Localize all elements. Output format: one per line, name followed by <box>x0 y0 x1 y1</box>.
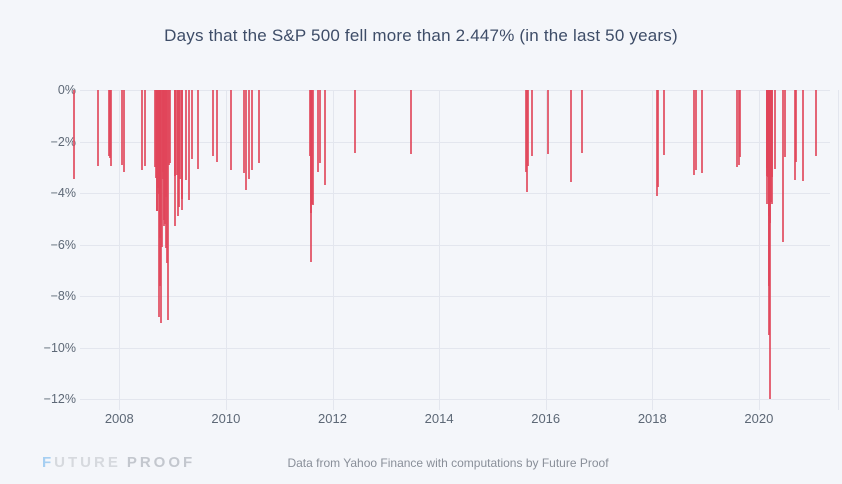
bar <box>353 90 356 154</box>
bar <box>781 90 784 242</box>
bar <box>196 90 199 169</box>
bar <box>187 90 190 201</box>
future-proof-logo: FUTURE PROOF <box>42 454 195 471</box>
logo-text-uture: UTURE <box>54 454 121 471</box>
bar <box>692 90 695 175</box>
bar <box>318 90 321 164</box>
bar <box>774 90 777 170</box>
bar <box>815 90 817 157</box>
h-gridline <box>80 90 830 91</box>
bar <box>174 90 177 226</box>
bar <box>656 90 659 187</box>
bar <box>694 90 697 170</box>
chart-title: Days that the S&P 500 fell more than 2.4… <box>164 26 678 45</box>
bar <box>179 90 182 180</box>
bar <box>310 90 313 204</box>
x-tick-label: 2014 <box>424 411 454 426</box>
v-gridline <box>225 90 227 410</box>
source-caption: Data from Yahoo Finance with computation… <box>287 456 609 470</box>
v-gridline <box>545 90 547 410</box>
bar <box>783 90 786 157</box>
bar <box>769 90 771 399</box>
y-tick-label: −10% <box>43 340 76 355</box>
y-tick-label: −2% <box>50 134 76 149</box>
y-tick-label: −6% <box>50 237 76 252</box>
bar <box>215 90 218 163</box>
x-tick-label: 2012 <box>318 411 347 426</box>
bar <box>700 90 703 174</box>
bar <box>801 90 804 181</box>
bar <box>165 90 168 263</box>
bar <box>157 90 160 317</box>
logo-letter-f: F <box>42 454 55 471</box>
bar <box>97 90 100 167</box>
y-tick-label: −4% <box>50 186 76 200</box>
v-gridline <box>439 90 441 410</box>
x-tick-label: 2008 <box>104 411 134 426</box>
bar <box>570 90 573 183</box>
bar <box>167 90 170 320</box>
bar <box>794 90 797 162</box>
bar <box>257 90 260 163</box>
bar <box>123 90 126 173</box>
bar <box>184 90 187 180</box>
bar <box>311 90 314 205</box>
bar <box>141 90 144 170</box>
v-gridline <box>332 90 334 410</box>
bar <box>738 90 741 157</box>
bar <box>409 90 412 155</box>
bar <box>211 90 214 157</box>
bar <box>120 90 123 165</box>
y-tick-label: −8% <box>50 289 76 303</box>
bar <box>323 90 326 185</box>
x-tick-label: 2016 <box>531 411 561 426</box>
bar <box>316 90 319 173</box>
bar <box>663 90 666 155</box>
h-gridline <box>80 244 830 246</box>
x-tick-label: 2018 <box>637 411 667 426</box>
plot-right-spine <box>838 90 839 410</box>
bar <box>168 90 171 164</box>
bar <box>162 90 165 172</box>
bar <box>191 90 194 160</box>
bar <box>737 90 740 166</box>
bar <box>526 90 529 167</box>
bar <box>546 90 549 155</box>
bar <box>181 90 184 200</box>
h-gridline <box>80 296 830 297</box>
bar <box>175 90 178 176</box>
bar <box>247 90 250 179</box>
bar <box>736 90 739 167</box>
bar <box>245 90 248 191</box>
bar <box>581 90 584 154</box>
h-gridline <box>80 399 830 400</box>
h-gridline <box>80 193 830 194</box>
bar <box>229 90 232 171</box>
y-tick-label: −12% <box>43 392 76 406</box>
x-tick-label: 2010 <box>211 411 241 426</box>
bar <box>771 90 774 204</box>
bar <box>107 90 110 156</box>
h-gridline <box>80 141 830 143</box>
y-tick-label: 0% <box>57 83 76 97</box>
h-gridline <box>80 347 830 349</box>
bar <box>144 90 147 166</box>
bar <box>243 90 246 174</box>
v-gridline <box>119 90 121 410</box>
bar <box>251 90 254 170</box>
bar <box>110 90 113 166</box>
bar <box>73 90 76 180</box>
logo-text-proof: PROOF <box>126 454 196 471</box>
v-gridline <box>652 90 654 410</box>
x-tick-label: 2020 <box>744 411 774 426</box>
bar <box>530 90 533 157</box>
v-gridline <box>758 90 760 410</box>
